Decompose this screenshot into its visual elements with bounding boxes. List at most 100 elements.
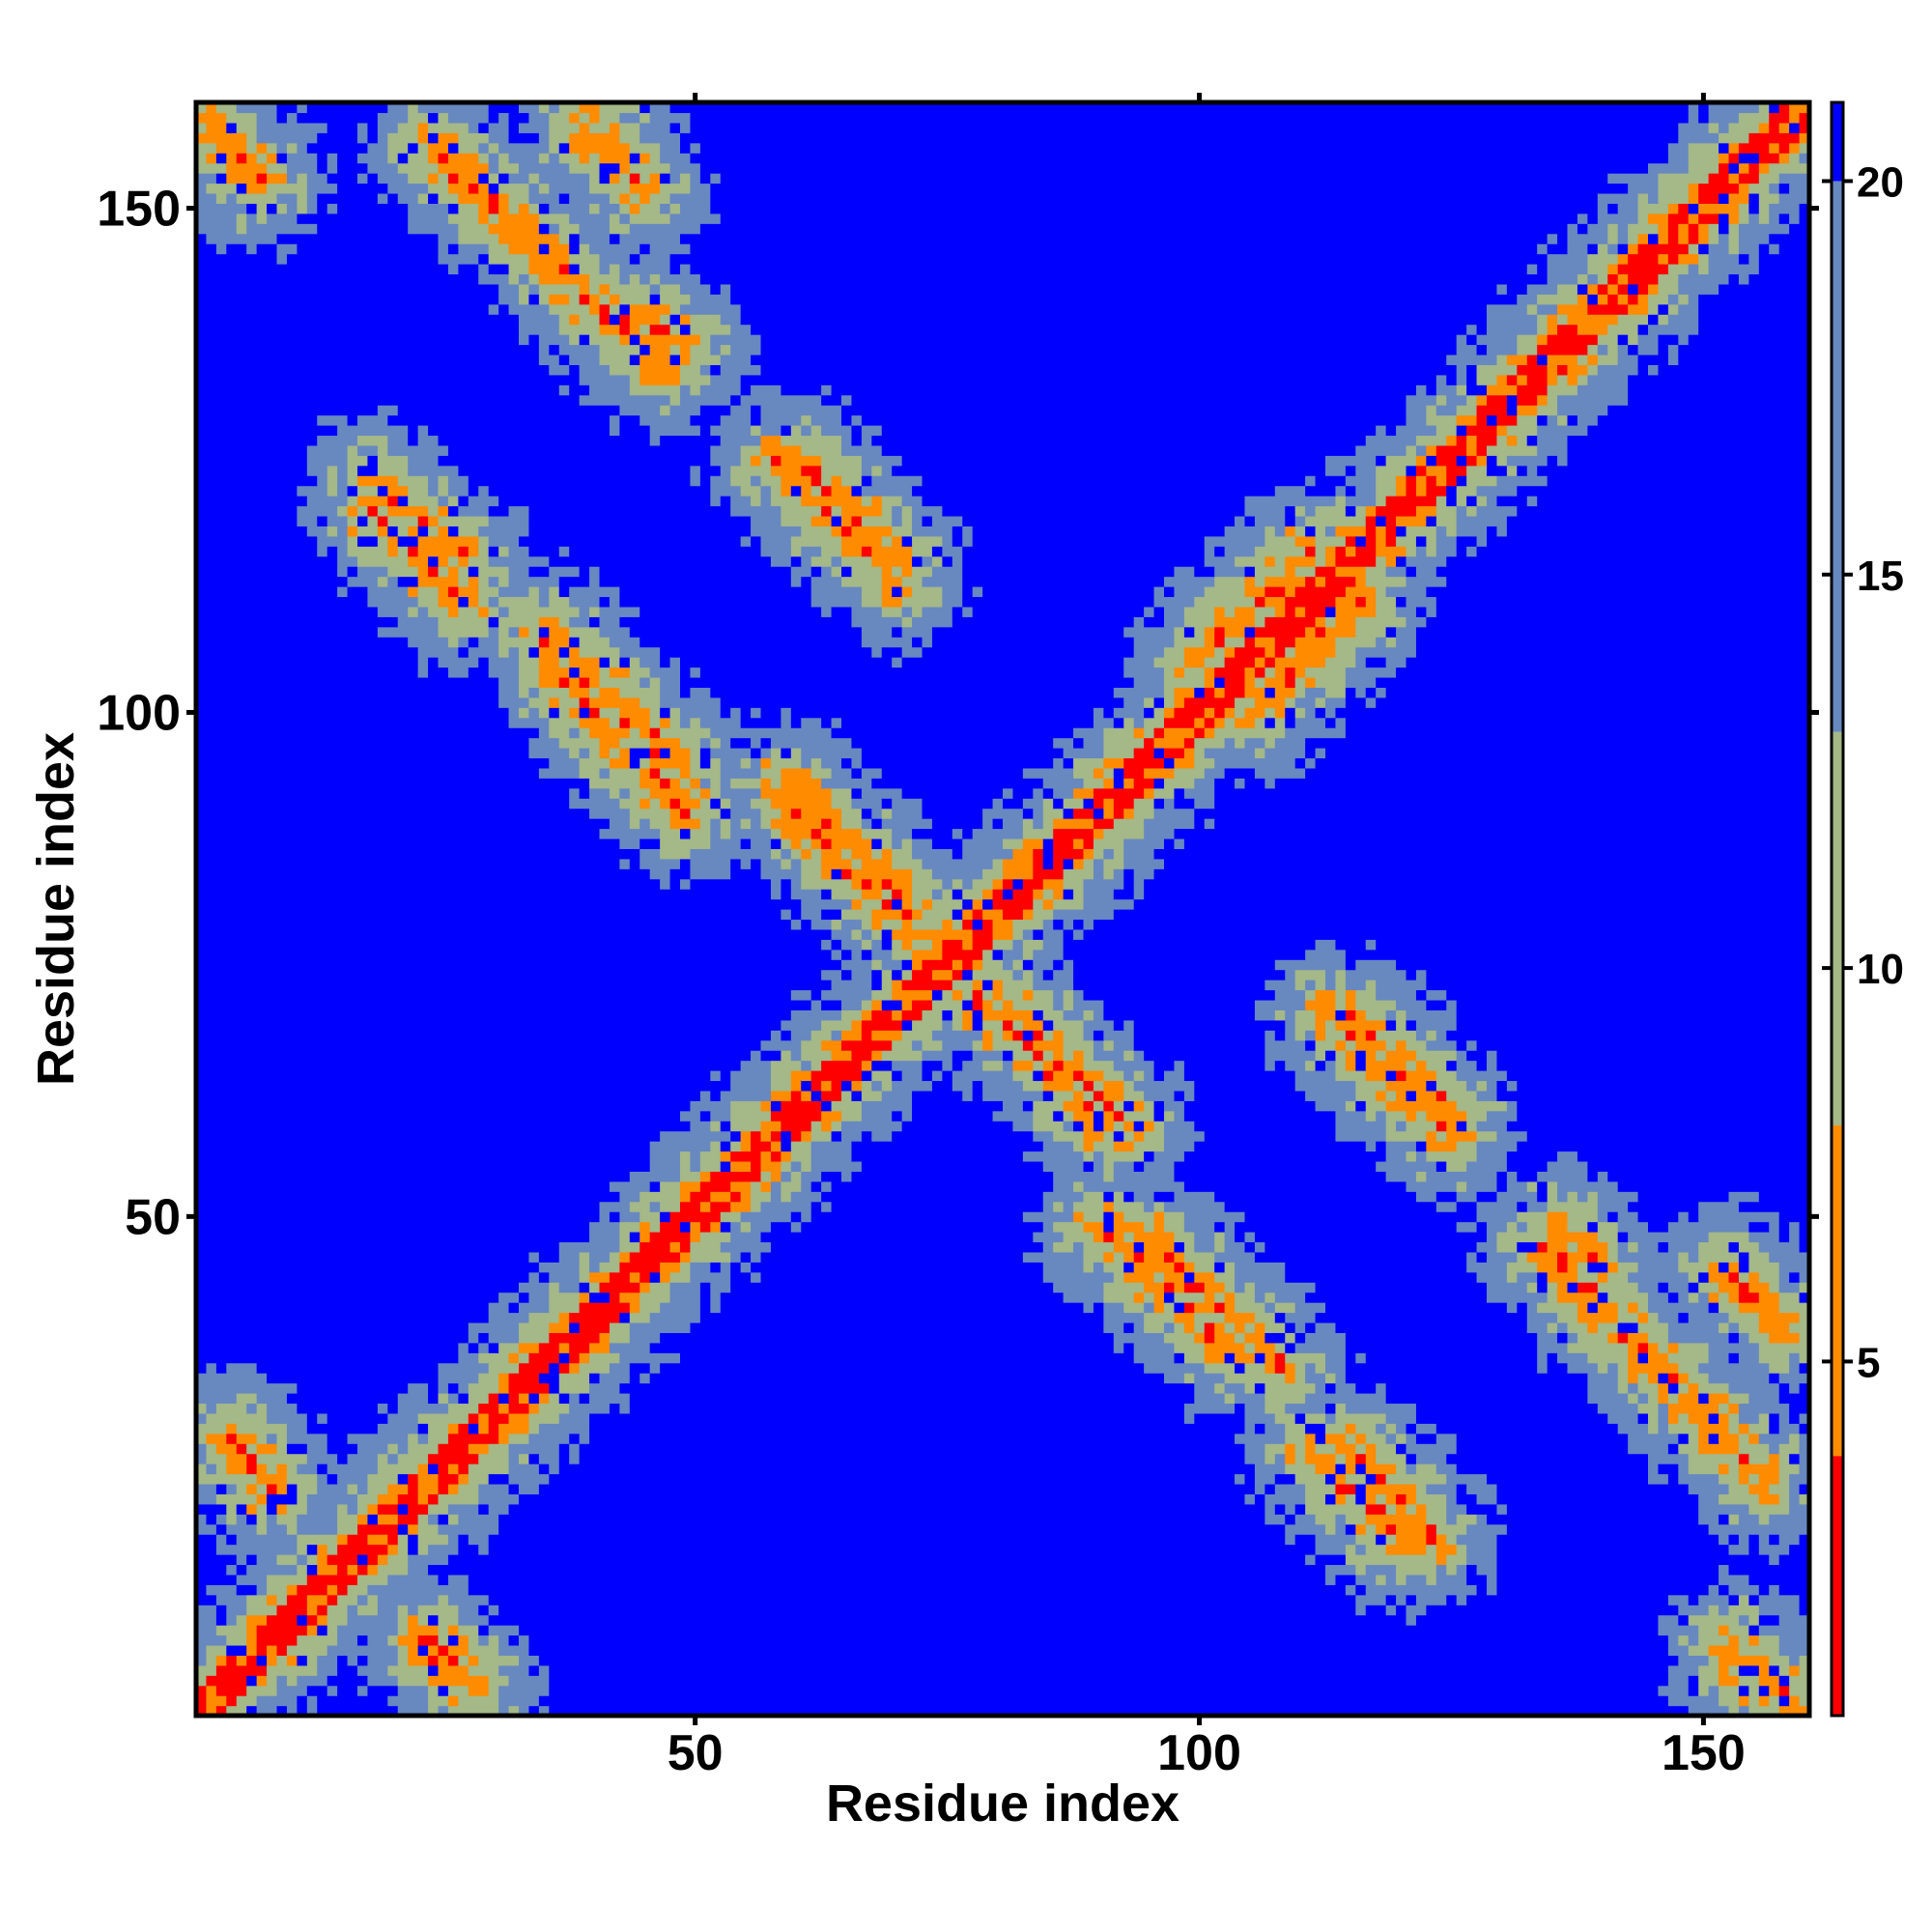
heatmap-cell [498, 696, 530, 708]
heatmap-cell [1335, 999, 1347, 1010]
heatmap-cell [1698, 213, 1719, 224]
heatmap-cell [297, 192, 308, 204]
heatmap-cell [1799, 1362, 1810, 1374]
heatmap-cell [892, 898, 903, 910]
heatmap-cell [912, 637, 923, 648]
heatmap-cell [438, 1644, 449, 1656]
heatmap-cell [1426, 475, 1437, 487]
heatmap-cell [337, 1514, 358, 1525]
heatmap-cell [1658, 1463, 1679, 1475]
heatmap-cell [1063, 1030, 1085, 1041]
heatmap-cell [962, 838, 1004, 849]
heatmap-cell [861, 1160, 1044, 1172]
heatmap-cell [327, 1554, 358, 1566]
heatmap-cell [226, 1523, 258, 1535]
heatmap-cell [438, 475, 449, 487]
heatmap-cell [1376, 637, 1387, 648]
heatmap-cell [660, 1130, 731, 1142]
heatmap-cell [468, 555, 490, 567]
heatmap-cell [337, 526, 349, 537]
heatmap-cell [488, 616, 499, 628]
heatmap-cell [549, 626, 570, 638]
heatmap-cell [357, 505, 369, 517]
heatmap-cell [912, 566, 933, 578]
heatmap-cell [196, 1060, 742, 1071]
heatmap-cell [508, 566, 530, 578]
heatmap-cell [660, 1262, 681, 1273]
heatmap-cell [831, 1030, 842, 1041]
heatmap-cell [690, 667, 701, 678]
heatmap-cell [589, 183, 631, 194]
heatmap-cell [1325, 455, 1377, 467]
heatmap-cell [1063, 1292, 1104, 1303]
heatmap-cell [871, 1080, 883, 1092]
heatmap-cell [428, 1493, 440, 1505]
heatmap-cell [569, 192, 611, 204]
heatmap-cell [699, 1302, 711, 1314]
heatmap-cell [962, 515, 1236, 526]
heatmap-cell [801, 576, 812, 587]
heatmap-cell [1769, 1655, 1790, 1666]
heatmap-cell [942, 1019, 953, 1031]
heatmap-cell [901, 1070, 923, 1082]
heatmap-cell [629, 1201, 651, 1212]
heatmap-cell [760, 344, 1458, 355]
heatmap-cell [1667, 1443, 1679, 1455]
heatmap-cell [760, 444, 802, 456]
heatmap-cell [1487, 1473, 1649, 1485]
heatmap-cell [1194, 1141, 1367, 1152]
heatmap-cell [1012, 1070, 1034, 1082]
heatmap-cell [881, 798, 893, 810]
heatmap-cell [1698, 1625, 1719, 1636]
heatmap-cell [1376, 989, 1417, 1001]
heatmap-cell [1748, 1232, 1780, 1243]
heatmap-cell [1123, 848, 1155, 860]
heatmap-cell [1658, 283, 1679, 295]
heatmap-cell [196, 1019, 781, 1031]
heatmap-cell [478, 576, 490, 587]
heatmap-cell [1325, 465, 1347, 476]
heatmap-cell [760, 1251, 1024, 1263]
heatmap-cell [1406, 526, 1437, 537]
heatmap-cell [1153, 848, 1810, 860]
heatmap-cell [1083, 1302, 1094, 1314]
heatmap-cell [770, 555, 792, 567]
heatmap-cell [1385, 1141, 1417, 1152]
heatmap-cell [246, 1655, 258, 1666]
heatmap-cell [1325, 626, 1356, 638]
heatmap-cell [1164, 717, 1195, 728]
heatmap-cell [1587, 253, 1619, 265]
heatmap-cell [519, 1393, 530, 1405]
heatmap-cell [1385, 1493, 1397, 1505]
heatmap-cell [306, 1695, 318, 1707]
heatmap-cell [1446, 576, 1810, 587]
heatmap-cell [1325, 1362, 1347, 1374]
heatmap-cell [982, 1060, 1004, 1071]
heatmap-cell [538, 283, 581, 295]
heatmap-cell [669, 748, 692, 759]
heatmap-cell [760, 475, 781, 487]
heatmap-cell [447, 1534, 459, 1546]
heatmap-cell [1426, 989, 1447, 1001]
heatmap-cell [1254, 1423, 1265, 1435]
heatmap-cell [881, 425, 1377, 437]
heatmap-cell [438, 233, 459, 244]
heatmap-cell [861, 1070, 872, 1082]
heatmap-cell [1738, 253, 1749, 265]
heatmap-cell [649, 243, 692, 255]
heatmap-cell [1003, 1030, 1014, 1041]
heatmap-cell [1315, 1282, 1488, 1293]
heatmap-cell [1577, 1241, 1608, 1253]
heatmap-cell [1667, 1473, 1679, 1485]
heatmap-cell [871, 939, 883, 951]
heatmap-cell [1557, 455, 1569, 467]
heatmap-cell [1144, 767, 1176, 779]
heatmap-cell [1365, 535, 1377, 547]
heatmap-cell [1133, 727, 1145, 739]
heatmap-cell [1789, 1655, 1801, 1666]
heatmap-cell [196, 364, 550, 376]
heatmap-cell [881, 444, 1356, 456]
heatmap-cell [720, 1090, 772, 1101]
heatmap-cell [519, 203, 530, 214]
heatmap-cell [1466, 1160, 1508, 1172]
